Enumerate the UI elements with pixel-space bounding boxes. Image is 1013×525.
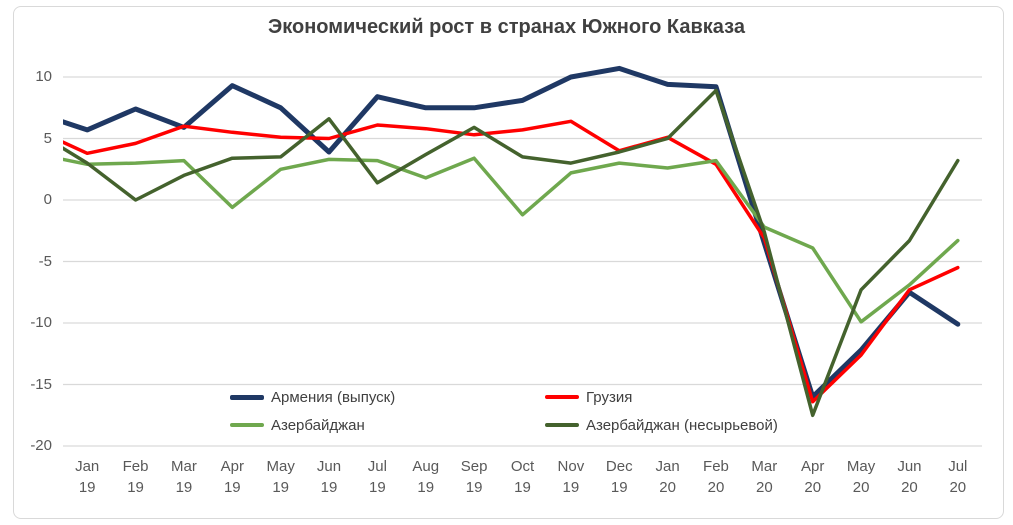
x-tick-month: Jan	[655, 458, 680, 475]
x-tick-month: Feb	[122, 458, 149, 475]
x-tick-month: Oct	[510, 458, 535, 475]
y-tick-label: 0	[43, 191, 52, 208]
legend-label-azerbaijan: Азербайджан	[271, 416, 365, 434]
x-tick-year: 19	[514, 479, 531, 496]
legend-label-armenia: Армения (выпуск)	[271, 388, 396, 406]
x-tick-year: 20	[949, 479, 967, 496]
x-tick-label: Sep 19	[450, 456, 498, 498]
x-tick-month: Jan	[75, 458, 100, 475]
x-tick-label: Nov 19	[547, 456, 595, 498]
legend-swatch-azerbaijan	[230, 423, 264, 427]
x-tick-month: Dec	[605, 458, 633, 475]
x-tick-label: Dec 19	[595, 456, 643, 498]
x-tick-month: Apr	[801, 458, 825, 475]
x-tick-label: Feb 19	[112, 456, 160, 498]
x-tick-month: Mar	[751, 458, 778, 475]
chart-border	[13, 6, 1004, 519]
legend-item-armenia: Армения (выпуск)	[230, 387, 395, 407]
y-tick-label: 5	[43, 129, 52, 147]
x-tick-month: Jul	[948, 458, 968, 475]
x-tick-label: May 20	[837, 456, 885, 498]
x-tick-month: May	[846, 458, 876, 475]
x-tick-label: Mar 20	[740, 456, 788, 498]
x-tick-year: 20	[755, 479, 773, 496]
y-tick-label: -5	[38, 252, 52, 270]
x-tick-year: 20	[901, 479, 918, 496]
x-tick-year: 19	[417, 479, 435, 496]
legend-item-azerbaijan-nonoil: Азербайджан (несырьевой)	[545, 415, 778, 435]
x-tick-label: Aug 19	[402, 456, 450, 498]
x-tick-label: Jan 19	[63, 456, 111, 498]
x-tick-year: 19	[175, 479, 193, 496]
x-tick-label: Apr 20	[789, 456, 837, 498]
y-tick-label: -20	[30, 437, 52, 454]
x-tick-month: Jun	[897, 458, 922, 475]
x-tick-month: Sep	[460, 458, 488, 475]
x-tick-month: Jun	[316, 458, 342, 475]
x-tick-year: 19	[127, 479, 144, 496]
legend-item-georgia: Грузия	[545, 387, 632, 407]
x-tick-year: 20	[852, 479, 870, 496]
y-tick-label: -10	[30, 314, 52, 331]
x-tick-month: Mar	[170, 458, 197, 475]
legend-swatch-azerbaijan-nonoil	[545, 423, 579, 427]
x-tick-year: 20	[804, 479, 822, 496]
x-tick-year: 20	[707, 479, 725, 496]
x-tick-month: Aug	[412, 458, 440, 475]
x-tick-year: 19	[78, 479, 96, 496]
x-tick-label: Jul 19	[353, 456, 401, 498]
y-tick-label: -15	[30, 375, 52, 393]
legend-item-azerbaijan: Азербайджан	[230, 415, 365, 435]
y-tick-label: 10	[35, 68, 52, 85]
legend-label-azerbaijan-nonoil: Азербайджан (несырьевой)	[586, 416, 778, 434]
x-tick-year: 19	[320, 479, 338, 496]
x-tick-month: Nov	[557, 458, 585, 475]
x-tick-label: Mar 19	[160, 456, 208, 498]
legend-swatch-georgia	[545, 395, 579, 399]
x-tick-label: May 19	[257, 456, 305, 498]
x-tick-label: Jun 19	[305, 456, 353, 498]
x-tick-label: Oct 19	[499, 456, 547, 498]
x-tick-month: Jul	[367, 458, 387, 475]
x-tick-label: Jan 20	[644, 456, 692, 498]
x-tick-year: 19	[272, 479, 289, 496]
x-tick-label: Feb 20	[692, 456, 740, 498]
x-tick-label: Jul 20	[934, 456, 982, 498]
chart-title: Экономический рост в странах Южного Кавк…	[268, 16, 745, 38]
x-tick-year: 19	[465, 479, 483, 496]
x-tick-year: 19	[223, 479, 241, 496]
x-tick-label: Jun 20	[885, 456, 933, 498]
x-tick-month: Apr	[220, 458, 244, 475]
x-tick-year: 19	[369, 479, 386, 496]
legend-swatch-armenia	[230, 394, 264, 400]
x-tick-month: Feb	[703, 458, 729, 475]
legend-label-georgia: Грузия	[586, 388, 633, 406]
x-tick-label: Apr 19	[208, 456, 256, 498]
x-tick-month: May	[266, 458, 295, 475]
x-tick-year: 19	[610, 479, 628, 496]
x-tick-year: 19	[562, 479, 580, 496]
x-tick-year: 20	[659, 479, 676, 496]
